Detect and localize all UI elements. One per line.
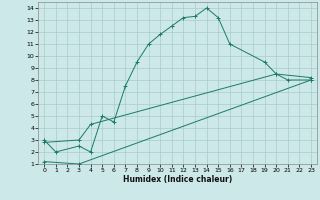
X-axis label: Humidex (Indice chaleur): Humidex (Indice chaleur) — [123, 175, 232, 184]
